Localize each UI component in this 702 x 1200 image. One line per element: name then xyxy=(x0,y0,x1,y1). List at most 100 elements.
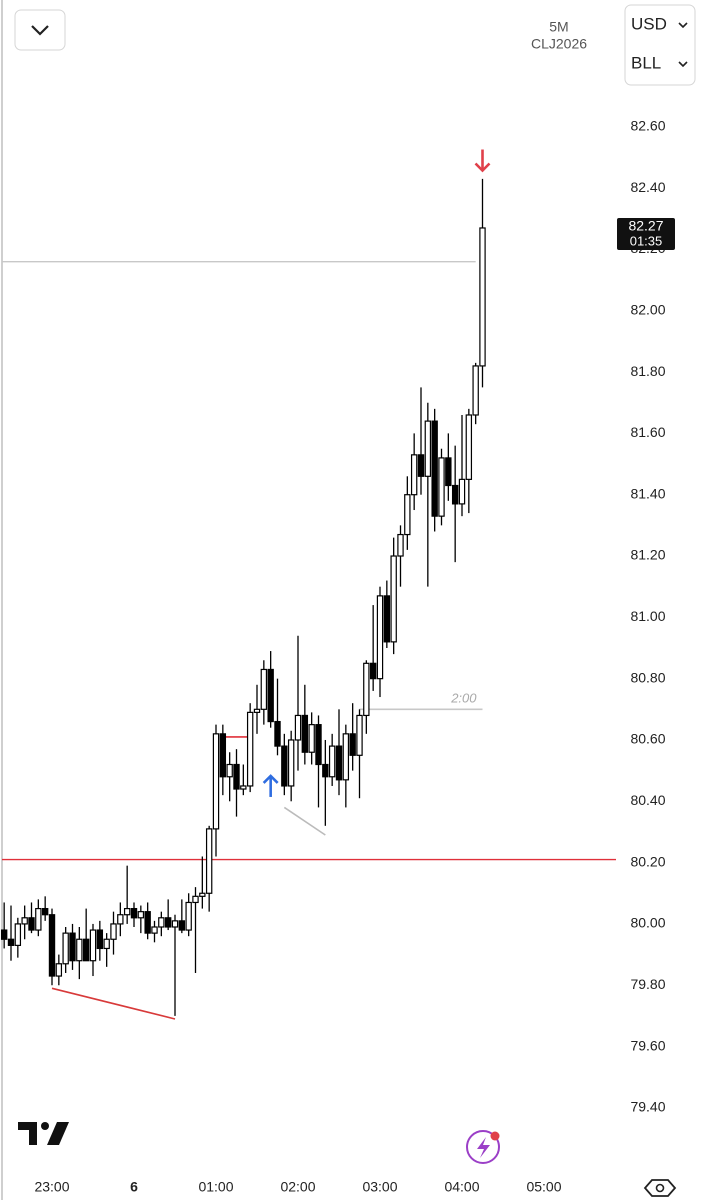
candle-body xyxy=(212,733,220,830)
candle-body xyxy=(301,714,309,753)
candle-body xyxy=(458,478,466,505)
candle-body xyxy=(69,932,76,962)
candle xyxy=(48,908,56,986)
candle-body xyxy=(41,907,49,916)
candle xyxy=(117,902,124,937)
candle xyxy=(212,724,220,857)
x-tick-label: 02:00 xyxy=(280,1179,315,1195)
y-tick-label: 81.00 xyxy=(630,608,665,624)
currency-select[interactable]: USD xyxy=(631,14,667,33)
interval: 5M xyxy=(549,19,568,35)
candle-body xyxy=(14,923,22,946)
y-tick-label: 81.40 xyxy=(630,485,665,501)
candle xyxy=(281,733,288,796)
logo-part xyxy=(47,1122,69,1145)
y-tick-label: 80.40 xyxy=(630,792,665,808)
candle-body xyxy=(205,828,213,894)
candle-body xyxy=(356,714,363,756)
candle-body xyxy=(233,763,240,790)
drawings: 2:00 xyxy=(2,260,616,1020)
candle xyxy=(123,865,131,924)
candle-body xyxy=(383,595,391,643)
y-tick-label: 80.20 xyxy=(630,853,665,869)
candle xyxy=(294,635,302,771)
candle-body xyxy=(130,907,138,919)
arrow-head xyxy=(262,774,279,784)
candle xyxy=(41,896,49,921)
candle-body xyxy=(164,917,172,928)
candle-body xyxy=(144,911,151,934)
candle xyxy=(199,856,206,909)
candle xyxy=(76,926,83,980)
candle xyxy=(417,387,425,495)
candle-body xyxy=(479,227,486,367)
candle xyxy=(7,905,15,961)
settings-icon[interactable] xyxy=(643,1179,677,1197)
candle xyxy=(158,911,165,937)
candle-body xyxy=(465,414,473,480)
candle-body xyxy=(253,708,261,713)
candle xyxy=(164,899,172,931)
y-tick-label: 82.00 xyxy=(630,301,665,317)
candle xyxy=(205,825,213,912)
candle xyxy=(438,448,445,526)
y-tick-label: 79.60 xyxy=(630,1037,665,1053)
candle xyxy=(192,887,199,973)
price-tag xyxy=(617,217,675,250)
chevron-icon xyxy=(678,22,688,29)
candle-body xyxy=(404,494,411,536)
arrow-down xyxy=(474,149,491,173)
hexagon-center xyxy=(655,1183,665,1193)
candle xyxy=(21,905,28,940)
candle-body xyxy=(7,938,15,946)
candle-body xyxy=(151,926,158,934)
bolt xyxy=(477,1137,490,1158)
candle-body xyxy=(178,920,186,931)
candle xyxy=(458,414,466,517)
button-box[interactable] xyxy=(14,9,66,51)
candle xyxy=(465,408,473,514)
candle xyxy=(130,902,138,927)
collapse-button[interactable] xyxy=(14,9,66,51)
alert-icon[interactable] xyxy=(466,1130,500,1164)
candle-body xyxy=(335,745,343,781)
candle-body xyxy=(28,917,35,931)
candle-body xyxy=(62,932,69,965)
y-tick-label: 79.80 xyxy=(630,976,665,992)
candle-body xyxy=(240,785,247,790)
price-tag-countdown: 01:35 xyxy=(630,233,663,248)
candle-body xyxy=(438,457,445,517)
candle xyxy=(89,923,97,977)
candle xyxy=(404,476,411,550)
plot-area: 2:00 xyxy=(0,149,616,1020)
candle xyxy=(431,408,438,532)
candle-body xyxy=(76,938,83,962)
unit-select[interactable]: BLL xyxy=(631,53,661,72)
candle xyxy=(82,908,90,962)
candle-body xyxy=(185,901,192,931)
candle xyxy=(328,733,336,786)
candle xyxy=(308,712,315,765)
x-tick-label: 03:00 xyxy=(362,1179,397,1195)
candle-body xyxy=(103,938,110,950)
candle-body xyxy=(445,457,452,487)
candle-body xyxy=(199,892,206,897)
candle-body xyxy=(171,920,179,928)
candle-body xyxy=(226,763,233,778)
candle xyxy=(96,920,104,961)
candle-body xyxy=(287,739,295,787)
candle xyxy=(246,703,254,793)
candle xyxy=(233,749,240,817)
candle-body xyxy=(267,668,274,723)
candle-body xyxy=(349,733,356,756)
hexagon xyxy=(643,1179,677,1197)
candle-body xyxy=(472,365,479,416)
candle xyxy=(335,709,343,796)
candle xyxy=(62,926,69,973)
trend-line xyxy=(283,806,326,836)
chevron-icon xyxy=(31,25,49,36)
candle xyxy=(424,402,432,587)
candle xyxy=(219,724,227,796)
candle-body xyxy=(308,724,315,753)
